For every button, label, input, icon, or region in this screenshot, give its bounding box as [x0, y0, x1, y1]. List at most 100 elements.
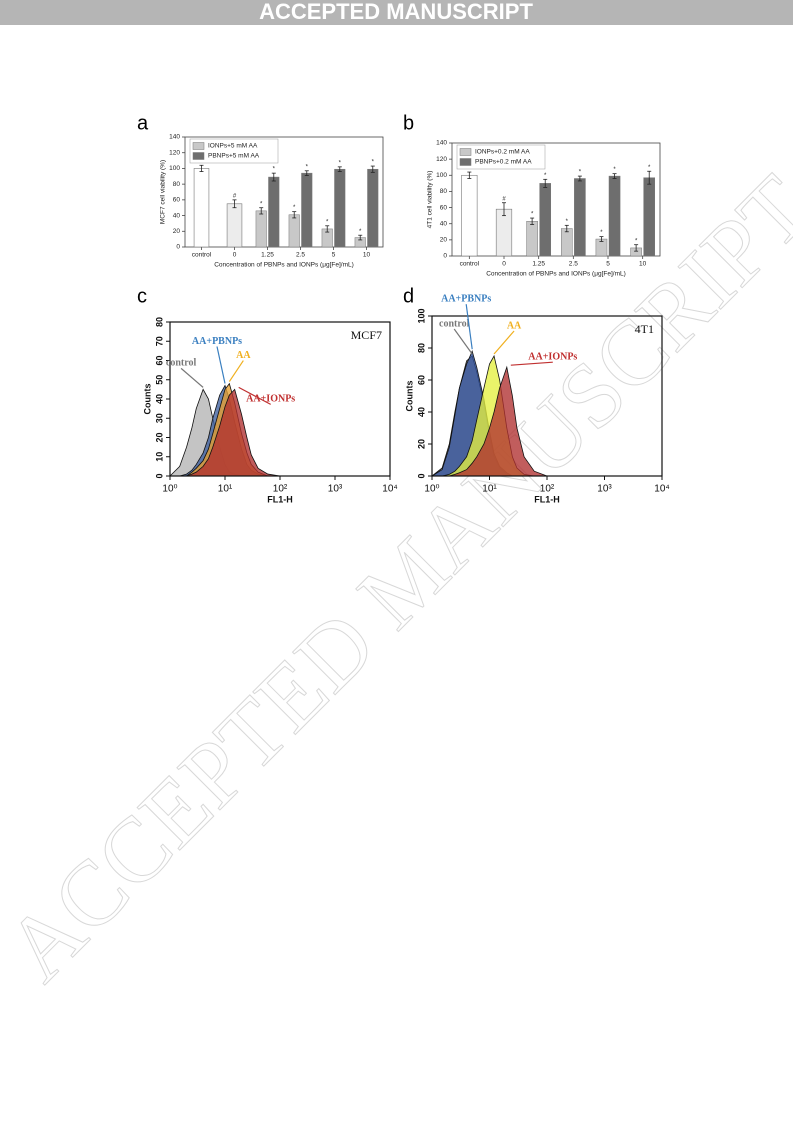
y-axis-label: Counts: [404, 381, 414, 412]
y-tick-label: 30: [154, 413, 164, 423]
significance-marker: *: [579, 170, 582, 176]
bar: [334, 168, 346, 248]
bar: [268, 176, 280, 248]
bar: [288, 214, 300, 248]
bar: [367, 168, 379, 248]
x-tick-label: 10⁰: [162, 484, 177, 495]
series-label: AA+PBNPs: [192, 336, 242, 347]
y-tick-label: 0: [154, 473, 164, 478]
series-label: control: [439, 318, 470, 329]
x-tick-label: 5: [606, 261, 610, 268]
significance-marker: *: [372, 160, 375, 166]
annotation-arrow: [510, 361, 553, 366]
x-tick-label: 1.25: [261, 252, 274, 259]
plot-frame: [451, 142, 661, 257]
significance-marker: *: [635, 238, 638, 244]
y-tick-label: 120: [436, 156, 447, 163]
significance-marker: *: [613, 167, 616, 173]
plot-frame: [184, 136, 384, 248]
bar: [193, 168, 210, 248]
bar: [461, 174, 478, 257]
annotation-arrow: [216, 346, 226, 384]
y-tick-label: 60: [173, 197, 181, 204]
x-tick-label: 10³: [597, 484, 612, 495]
series-label: AA: [507, 320, 522, 331]
x-tick-label: 10¹: [218, 484, 233, 495]
x-tick-label: 1.25: [532, 261, 545, 268]
annotation-arrow: [453, 328, 473, 355]
x-tick-label: 5: [332, 252, 336, 259]
significance-marker: *: [531, 212, 534, 218]
legend-label: IONPs+0.2 mM AA: [475, 149, 530, 156]
y-tick-label: 80: [440, 188, 448, 195]
significance-marker: *: [273, 167, 276, 173]
watermark: ACCEPTED MANUSCRIPT: [0, 156, 793, 1000]
panel-letter: b: [403, 112, 414, 134]
x-tick-label: 2.5: [296, 252, 305, 259]
bar: [574, 178, 586, 257]
x-tick-label: 10³: [328, 484, 343, 495]
y-tick-label: 80: [154, 317, 164, 327]
significance-marker: #: [502, 196, 506, 202]
x-tick-label: 10: [363, 252, 371, 259]
y-tick-label: 140: [436, 140, 447, 147]
legend-swatch: [459, 158, 472, 166]
y-tick-label: 60: [416, 375, 426, 385]
annotation-arrow: [238, 386, 271, 405]
x-tick-label: 10: [639, 261, 647, 268]
series-label: control: [166, 358, 197, 369]
x-axis-label: FL1-H: [267, 494, 293, 504]
y-tick-label: 100: [436, 172, 447, 179]
x-tick-label: 0: [233, 252, 237, 259]
x-tick-label: control: [192, 252, 212, 259]
x-tick-label: 10²: [273, 484, 288, 495]
y-tick-label: 40: [440, 220, 448, 227]
y-tick-label: 40: [416, 407, 426, 417]
histogram-area: [432, 365, 662, 477]
significance-marker: #: [233, 193, 237, 199]
y-tick-label: 60: [440, 204, 448, 211]
y-tick-label: 60: [154, 355, 164, 365]
y-tick-label: 100: [416, 308, 426, 323]
series-label: AA+IONPs: [246, 394, 295, 405]
y-tick-label: 0: [416, 473, 426, 478]
y-tick-label: 70: [154, 336, 164, 346]
x-tick-label: 10⁴: [654, 484, 669, 495]
y-tick-label: 140: [169, 134, 180, 141]
annotation-arrow: [493, 330, 515, 355]
x-tick-label: 10¹: [482, 484, 497, 495]
panel-letter: c: [137, 285, 147, 307]
y-axis-label: MCF7 cell viability (%): [160, 160, 167, 224]
legend-swatch: [192, 152, 205, 160]
series-label: AA+IONPs: [528, 351, 577, 362]
annotation-arrow: [465, 304, 473, 350]
legend-label: IONPs+5 mM AA: [208, 143, 258, 150]
x-tick-label: 2.5: [569, 261, 578, 268]
series-label: AA+PBNPs: [441, 293, 491, 304]
x-tick-label: 0: [502, 261, 506, 268]
y-tick-label: 20: [173, 228, 181, 235]
legend-label: PBNPs+5 mM AA: [208, 153, 260, 160]
header-band: [0, 0, 793, 25]
y-tick-label: 20: [440, 237, 448, 244]
significance-marker: *: [306, 164, 309, 170]
x-tick-label: 10⁰: [424, 484, 439, 495]
significance-marker: *: [544, 173, 547, 179]
legend-swatch: [459, 148, 472, 156]
significance-marker: *: [600, 230, 603, 236]
series-label: AA: [236, 350, 251, 361]
y-tick-label: 40: [173, 212, 181, 219]
y-tick-label: 120: [169, 149, 180, 156]
bar: [608, 175, 621, 257]
cell-line-name: MCF7: [351, 328, 382, 342]
y-tick-label: 100: [169, 165, 180, 172]
legend-swatch: [192, 142, 205, 150]
histogram-area: [170, 388, 390, 477]
x-axis-label: Concentration of PBNPs and IONPs (μg[Fe]…: [214, 262, 354, 269]
y-tick-label: 80: [173, 181, 181, 188]
bar: [226, 203, 243, 248]
annotation-arrow: [228, 360, 244, 382]
bar: [526, 221, 538, 257]
